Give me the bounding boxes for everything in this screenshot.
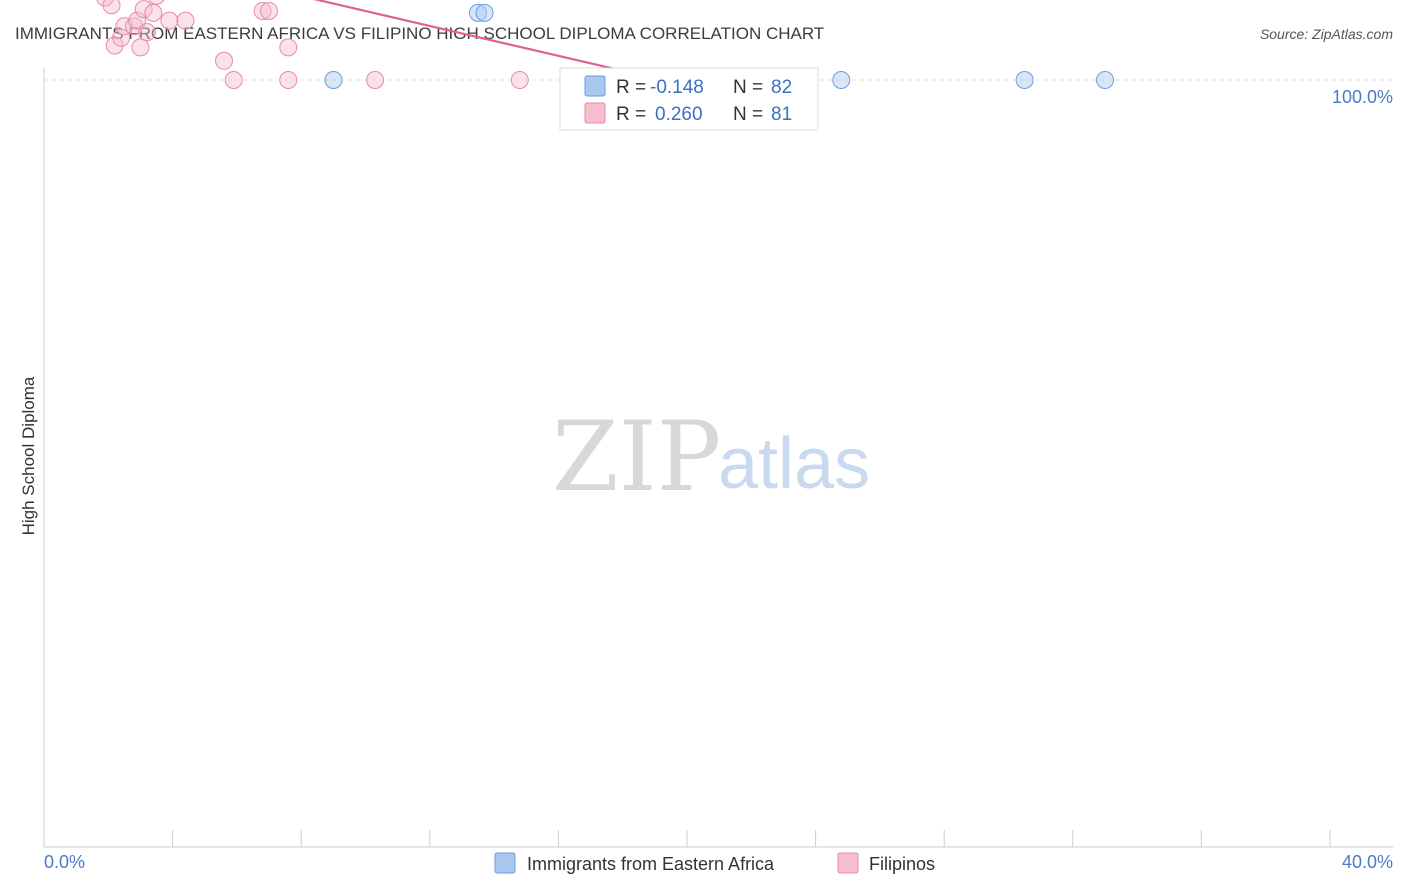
series-1-point-23 <box>112 28 131 47</box>
legend-label-eastern-africa[interactable]: Immigrants from Eastern Africa <box>527 854 775 874</box>
series-0-point-78 <box>1096 71 1114 89</box>
stats-n-value-filipinos: 81 <box>771 104 792 125</box>
y-tick-label-0: 100.0% <box>1332 87 1393 107</box>
stats-legend: R = -0.148 N = 82 R = 0.260 N = 81 <box>559 67 819 131</box>
series-0-point-50 <box>324 71 343 89</box>
series-1-point-18 <box>96 0 114 7</box>
series-1-point-31 <box>137 23 156 42</box>
stats-r-value-filipinos: 0.260 <box>655 104 703 125</box>
y-tick-labels: 100.0%90.0%80.0%70.0% <box>1332 87 1393 107</box>
x-tick-label-min: 0.0% <box>44 852 85 872</box>
axes <box>43 68 1393 848</box>
series-1-point-30 <box>134 0 153 19</box>
series-1-point-54 <box>279 71 298 89</box>
series-1-point-29 <box>131 38 150 57</box>
series-0-point-77 <box>1015 71 1034 89</box>
series-1-point-56 <box>510 71 529 89</box>
stats-r-value-eastern-africa: -0.148 <box>650 77 704 98</box>
series-1-point-53 <box>279 38 298 57</box>
series-1-point-34 <box>148 0 165 5</box>
x-tick-label-max: 40.0% <box>1342 852 1393 872</box>
y-axis-label: High School Diploma <box>19 376 38 535</box>
series-0-point-61 <box>469 3 487 22</box>
series-1-point-38 <box>160 11 179 30</box>
legend-label-filipinos[interactable]: Filipinos <box>869 854 935 874</box>
stats-n-label-eastern-africa: N = <box>733 77 763 98</box>
watermark-zip: ZIP <box>552 401 721 513</box>
series-1-point-21 <box>105 36 124 55</box>
series-1-point-20 <box>102 0 121 15</box>
series-1-point-42 <box>176 11 195 30</box>
series-1-point-33 <box>144 3 163 22</box>
series-1-point-28 <box>128 11 147 30</box>
watermark: ZIP atlas <box>552 401 870 513</box>
stats-r-label-filipinos: R = <box>616 104 646 125</box>
series-1-point-52 <box>260 2 278 20</box>
legend-swatch-eastern-africa[interactable] <box>494 852 516 874</box>
series-0-point-62 <box>475 3 494 22</box>
trend-line-series-1 <box>313 0 688 87</box>
stats-n-label-filipinos: N = <box>733 104 763 125</box>
stats-r-label-eastern-africa: R = <box>616 77 646 98</box>
stats-n-value-eastern-africa: 82 <box>771 77 792 98</box>
series-1-point-55 <box>366 71 385 89</box>
stats-swatch-eastern-africa <box>584 75 606 97</box>
stats-swatch-filipinos <box>584 102 606 124</box>
trend-lines <box>313 0 688 87</box>
watermark-atlas: atlas <box>718 424 870 504</box>
series-0-point-76 <box>832 71 851 89</box>
chart-source: Source: ZipAtlas.com <box>1260 26 1393 42</box>
legend-swatch-filipinos[interactable] <box>837 852 859 874</box>
series-1-point-49 <box>224 71 243 89</box>
bottom-legend: Immigrants from Eastern Africa Filipinos <box>494 852 935 874</box>
series-1-points <box>96 0 529 89</box>
chart-title: IMMIGRANTS FROM EASTERN AFRICA VS FILIPI… <box>15 24 824 43</box>
series-1-point-51 <box>253 2 272 20</box>
series-1-point-48 <box>215 51 233 70</box>
